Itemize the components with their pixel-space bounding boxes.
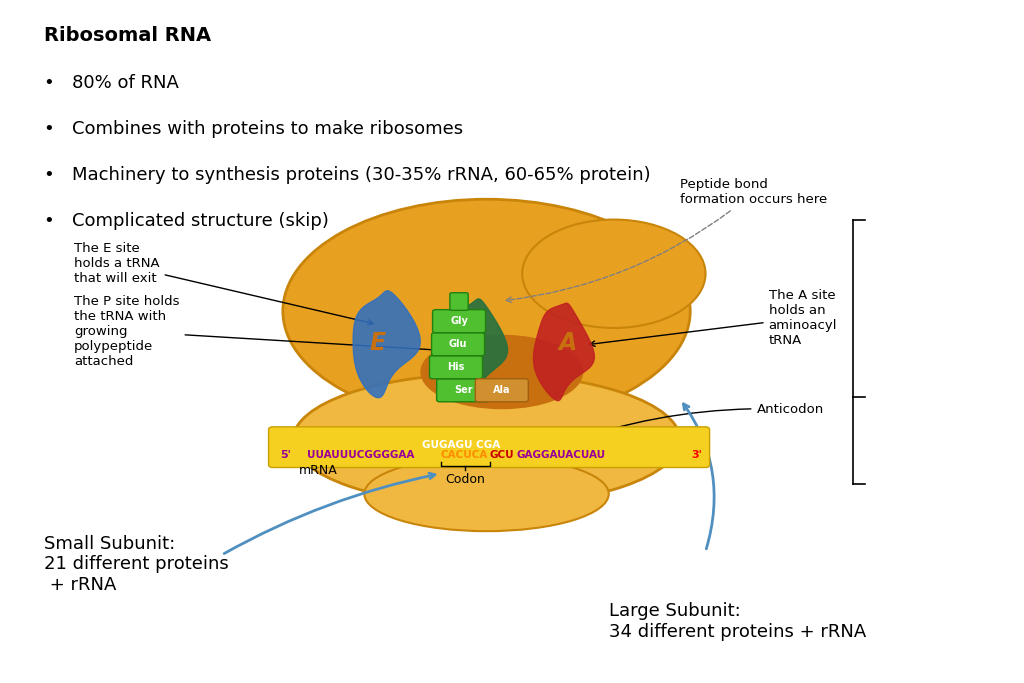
Ellipse shape (365, 457, 608, 531)
Text: P: P (461, 331, 478, 355)
Text: The E site
holds a tRNA
that will exit: The E site holds a tRNA that will exit (74, 242, 374, 325)
FancyBboxPatch shape (429, 356, 482, 379)
Text: •   Machinery to synthesis proteins (30-35% rRNA, 60-65% protein): • Machinery to synthesis proteins (30-35… (43, 166, 650, 184)
Polygon shape (447, 299, 508, 401)
Text: Glu: Glu (449, 339, 467, 349)
FancyBboxPatch shape (436, 379, 489, 402)
Text: GCU: GCU (489, 450, 514, 460)
Text: His: His (447, 362, 465, 372)
Ellipse shape (522, 219, 706, 328)
FancyBboxPatch shape (431, 333, 484, 356)
Polygon shape (353, 291, 420, 398)
FancyBboxPatch shape (450, 293, 468, 310)
Text: GAGGAUACUAU: GAGGAUACUAU (516, 450, 605, 460)
Text: E: E (370, 331, 386, 355)
Text: The P site holds
the tRNA with
growing
polypeptide
attached: The P site holds the tRNA with growing p… (74, 295, 460, 368)
Ellipse shape (420, 335, 584, 409)
Text: GUGAGU CGA: GUGAGU CGA (422, 440, 500, 450)
Text: CACUCA: CACUCA (440, 450, 488, 460)
Text: The A site
holds an
aminoacyl
tRNA: The A site holds an aminoacyl tRNA (590, 289, 838, 347)
Text: Small Subunit:
21 different proteins
 + rRNA: Small Subunit: 21 different proteins + r… (43, 535, 228, 594)
Text: mRNA: mRNA (299, 464, 338, 477)
Text: Peptide bond
formation occurs here: Peptide bond formation occurs here (506, 178, 827, 303)
Text: 5': 5' (281, 450, 292, 460)
Text: Ala: Ala (494, 385, 511, 395)
Text: •   80% of RNA: • 80% of RNA (43, 74, 178, 92)
Text: 3': 3' (691, 450, 702, 460)
FancyBboxPatch shape (475, 379, 528, 402)
Text: A: A (559, 331, 578, 355)
Text: •   Complicated structure (skip): • Complicated structure (skip) (43, 212, 329, 230)
Text: Gly: Gly (451, 316, 468, 326)
Polygon shape (534, 303, 594, 401)
Text: Large Subunit:
34 different proteins + rRNA: Large Subunit: 34 different proteins + r… (608, 602, 866, 641)
Text: UUAUUUCGGGGAA: UUAUUUCGGGGAA (307, 450, 415, 460)
Text: Ser: Ser (454, 385, 472, 395)
Text: Anticodon: Anticodon (565, 403, 823, 445)
Text: •   Combines with proteins to make ribosomes: • Combines with proteins to make ribosom… (43, 120, 463, 138)
Text: Codon: Codon (445, 473, 485, 486)
FancyBboxPatch shape (268, 427, 710, 467)
Text: Ribosomal RNA: Ribosomal RNA (43, 27, 211, 46)
Ellipse shape (283, 199, 690, 423)
Ellipse shape (293, 374, 680, 506)
FancyBboxPatch shape (432, 309, 485, 333)
